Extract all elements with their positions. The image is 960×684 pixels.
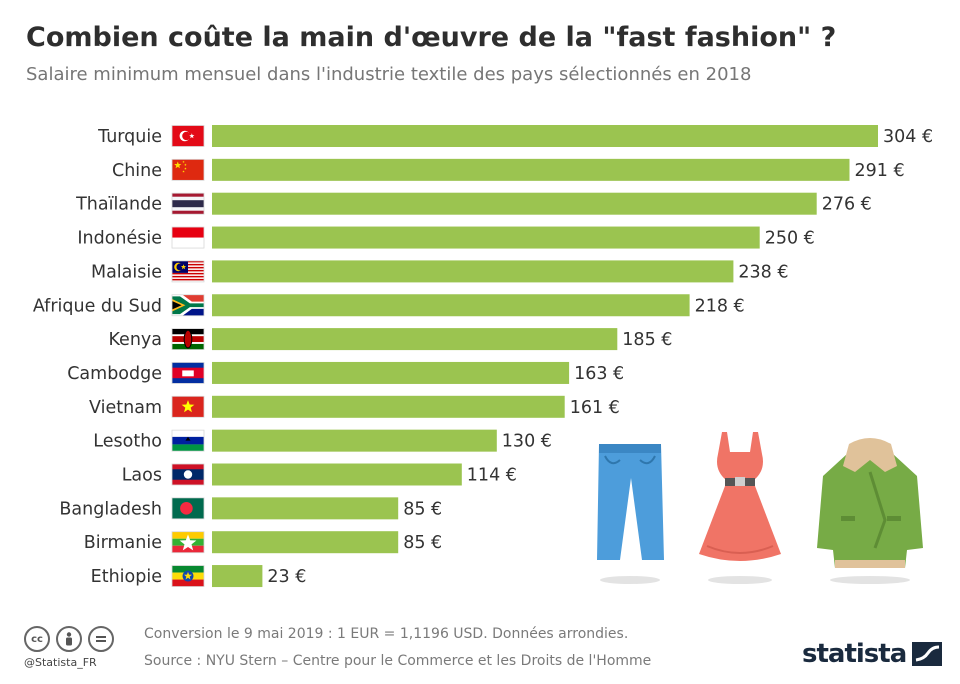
cambodia-flag (171, 362, 205, 384)
category-label: Bangladesh (59, 499, 162, 519)
bar (212, 192, 817, 215)
turkey-flag (171, 125, 205, 147)
category-label: Ethiopie (91, 567, 162, 587)
bar (212, 260, 734, 283)
value-label: 304 € (883, 127, 933, 147)
category-label: Indonésie (77, 229, 162, 249)
value-label: 163 € (574, 364, 624, 384)
indonesia-flag (171, 226, 205, 249)
by-icon (56, 626, 82, 652)
dress-icon (699, 432, 781, 584)
bangladesh-flag (171, 497, 205, 520)
jacket-icon (817, 438, 923, 584)
category-label: Lesotho (93, 432, 162, 452)
ethiopia-flag (171, 565, 205, 587)
bar (212, 497, 399, 520)
nd-icon (88, 626, 114, 652)
malaysia-flag (171, 260, 205, 283)
category-label: Birmanie (84, 533, 162, 553)
value-label: 85 € (403, 533, 442, 553)
license-icons: cc (24, 626, 114, 652)
cc-icon: cc (24, 626, 50, 652)
bar (212, 361, 570, 384)
bar (212, 158, 850, 181)
value-label: 23 € (267, 567, 306, 587)
category-label: Afrique du Sud (33, 296, 162, 316)
category-label: Laos (122, 466, 162, 486)
vietnam-flag (171, 395, 205, 418)
value-label: 85 € (403, 499, 442, 519)
bar (212, 294, 690, 317)
clothing-illustration (597, 432, 923, 584)
category-label: Chine (112, 161, 162, 181)
category-label: Turquie (97, 127, 162, 147)
bar (212, 395, 565, 418)
category-label: Kenya (108, 330, 162, 350)
thailand-flag (171, 192, 205, 215)
statista-wordmark: statista (802, 639, 907, 669)
kenya-flag (171, 328, 205, 351)
source-note: Source : NYU Stern – Centre pour le Comm… (144, 653, 652, 669)
chart-subtitle: Salaire minimum mensuel dans l'industrie… (26, 64, 752, 85)
statista-logo: statista (802, 639, 943, 669)
laos-flag (171, 463, 205, 486)
bar (212, 328, 618, 351)
china-flag (171, 158, 205, 181)
value-label: 276 € (822, 195, 872, 215)
statista-handle: @Statista_FR (24, 656, 97, 669)
bar (212, 125, 878, 147)
value-label: 291 € (855, 161, 905, 181)
bar (212, 463, 462, 486)
value-label: 161 € (570, 398, 620, 418)
jeans-icon (597, 444, 664, 584)
statista-mark-icon (912, 642, 943, 666)
myanmar-flag (171, 531, 205, 554)
value-label: 250 € (765, 229, 815, 249)
lesotho-flag (171, 429, 205, 452)
chart-title: Combien coûte la main d'œuvre de la "fas… (26, 22, 837, 53)
category-label: Cambodge (67, 364, 162, 384)
value-label: 218 € (695, 296, 745, 316)
bar-chart: Turquie 304 € Chine 291 € Thaïlande 276 € Indo… (33, 125, 933, 588)
value-label: 130 € (502, 432, 552, 452)
category-label: Malaisie (91, 262, 162, 282)
category-label: Thaïlande (75, 195, 162, 215)
bar (212, 226, 760, 249)
value-label: 114 € (467, 466, 517, 486)
category-label: Vietnam (89, 398, 162, 418)
bar (212, 531, 399, 554)
bar (212, 429, 497, 452)
value-label: 238 € (738, 262, 788, 282)
bar (212, 565, 263, 588)
south-africa-flag (171, 294, 205, 317)
conversion-note: Conversion le 9 mai 2019 : 1 EUR = 1,119… (144, 626, 629, 642)
value-label: 185 € (622, 330, 672, 350)
